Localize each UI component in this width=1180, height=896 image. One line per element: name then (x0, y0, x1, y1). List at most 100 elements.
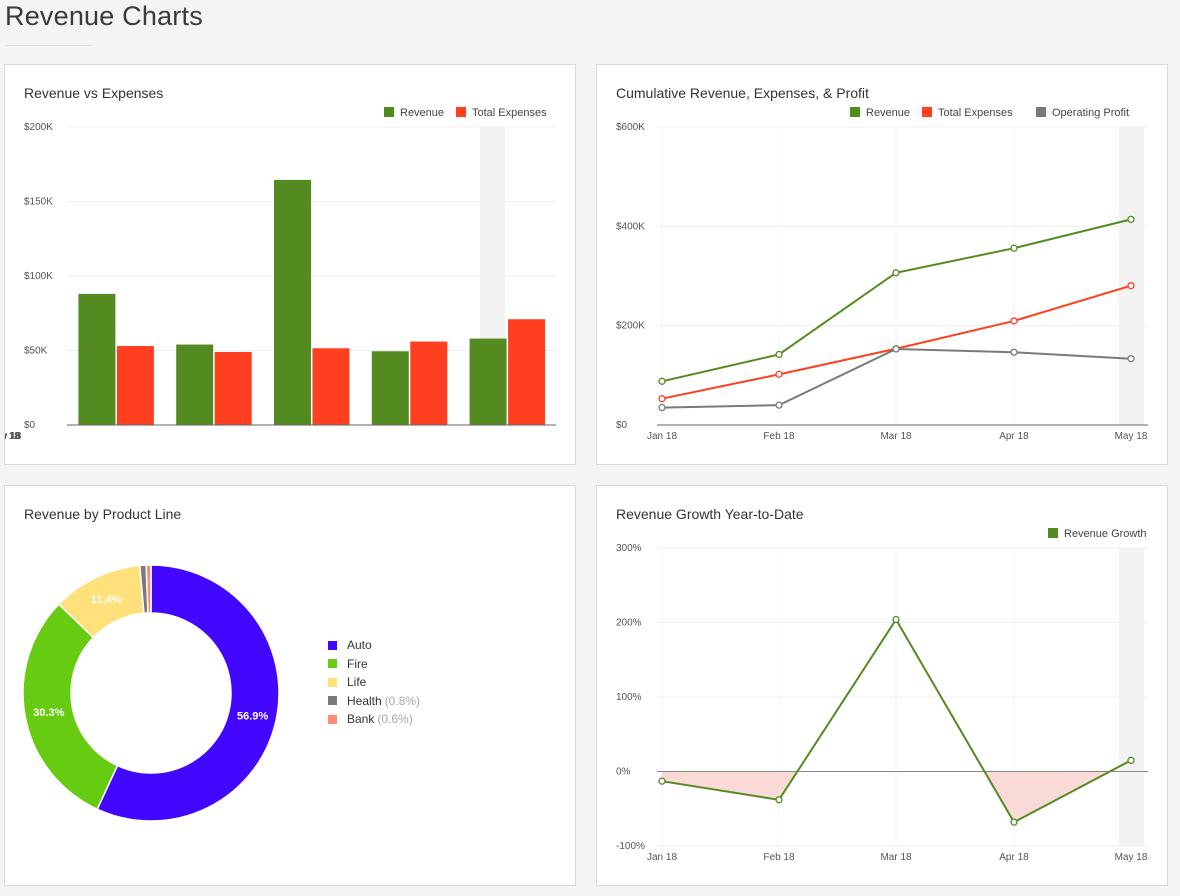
bar-total-expenses (410, 341, 448, 425)
data-point (1010, 818, 1018, 826)
y-tick-label: $0 (24, 420, 36, 431)
x-tick-label: May 18 (5, 431, 22, 442)
x-tick-label: Jan 18 (647, 852, 677, 863)
slice-label: 30.3% (33, 707, 64, 719)
legend-swatch (456, 107, 466, 117)
donut-slice-fire (22, 603, 119, 811)
bar-total-expenses (312, 348, 350, 425)
card-title: Revenue vs Expenses (24, 85, 164, 101)
x-tick-label: Apr 18 (5, 431, 20, 442)
legend-swatch (1048, 528, 1058, 538)
cumulative-card: Cumulative Revenue, Expenses, & Profit $… (596, 64, 1168, 465)
y-tick-label: $200K (616, 321, 645, 332)
slice-label: 56.9% (237, 710, 268, 722)
legend-label: Total Expenses (938, 107, 1013, 119)
legend-swatch (922, 107, 932, 117)
legend-swatch (1036, 107, 1046, 117)
y-tick-label: 0% (616, 767, 631, 778)
legend-swatch (328, 659, 337, 669)
x-tick-label: Mar 18 (880, 431, 912, 442)
card-title: Revenue by Product Line (24, 506, 182, 522)
legend-label: Auto (347, 638, 372, 653)
legend-swatch (328, 677, 337, 687)
y-tick-label: $50K (24, 346, 48, 357)
data-point (1127, 215, 1135, 224)
bar-revenue (176, 344, 214, 425)
data-point (775, 350, 783, 359)
data-point (658, 777, 666, 785)
bar-revenue (371, 351, 409, 425)
data-point (892, 615, 900, 624)
y-tick-label: $100K (24, 271, 53, 282)
x-tick-label: May 18 (1115, 431, 1148, 442)
donut-slice-auto (96, 564, 280, 822)
y-tick-label: $200K (24, 122, 53, 133)
x-tick-label: Mar 18 (880, 852, 912, 863)
title-divider (5, 45, 92, 46)
y-tick-label: 300% (616, 543, 642, 554)
data-point (775, 370, 783, 378)
legend-label: Total Expenses (472, 107, 547, 119)
x-tick-label: Feb 18 (763, 431, 795, 442)
legend-swatch (328, 640, 337, 650)
donut-legend: Auto Fire Life Health (0.8%) Bank (0.6%) (328, 636, 420, 729)
x-tick-label: Apr 18 (999, 852, 1029, 863)
legend-percent: (0.8%) (384, 693, 421, 708)
cumulative-chart: $0 $200K $400K $600K Jan 18 Feb 18 Mar 18 Apr 1… (616, 107, 1148, 442)
legend-item-bank: Bank (0.6%) (328, 710, 420, 729)
data-point (658, 395, 666, 403)
x-tick-label: May 18 (1115, 852, 1148, 863)
legend-item-fire: Fire (328, 655, 420, 674)
data-point (658, 403, 666, 412)
y-tick-label: $400K (616, 221, 645, 232)
current-period-band (1119, 127, 1144, 425)
x-tick-label: Jan 18 (647, 431, 677, 442)
legend-label: Revenue (400, 107, 444, 119)
legend-swatch (384, 107, 394, 117)
bar-revenue (469, 338, 507, 425)
legend-item-auto: Auto (328, 636, 420, 655)
y-tick-label: 100% (616, 692, 642, 703)
y-tick-label: 200% (616, 618, 642, 629)
data-point (775, 796, 783, 804)
card-title: Revenue Growth Year-to-Date (616, 506, 804, 522)
legend-label: Life (347, 675, 367, 690)
growth-card: Revenue Growth Year-to-Date -100% 0% 100% 2… (596, 485, 1168, 886)
y-tick-label: $0 (616, 420, 628, 431)
legend-label: Health (347, 693, 382, 708)
bar-total-expenses (508, 319, 546, 425)
legend-percent: (0.6%) (377, 712, 413, 727)
y-tick-label: $150K (24, 197, 53, 208)
legend-label: Fire (347, 656, 368, 671)
x-tick-label: Mar 18 (5, 431, 21, 442)
data-point (892, 269, 900, 277)
legend-swatch (328, 696, 337, 706)
data-point (658, 377, 666, 385)
legend-label: Revenue (866, 107, 910, 119)
data-point (1010, 317, 1018, 325)
bar-total-expenses (116, 346, 154, 425)
legend-item-health: Health (0.8%) (328, 692, 420, 711)
current-period-band (1119, 548, 1144, 846)
revenue-vs-expenses-card: Revenue vs Expenses $0 $50K $100K $150K $200… (4, 64, 576, 465)
page-title: Revenue Charts (5, 1, 203, 31)
legend-label: Bank (347, 712, 375, 727)
legend-label: Revenue Growth (1064, 528, 1147, 540)
legend-label: Operating Profit (1052, 107, 1129, 119)
data-point (1127, 355, 1135, 363)
data-point (1127, 756, 1135, 764)
data-point (775, 401, 783, 409)
donut-slice-bank (145, 564, 152, 614)
bar-revenue (78, 293, 116, 425)
negative-growth-area (662, 771, 798, 800)
legend-item-life: Life (328, 673, 420, 692)
data-point (1127, 282, 1135, 290)
product-line-card: Revenue by Product Line 56.9% 30.3% 11.4% … (4, 485, 576, 886)
bar-total-expenses (214, 351, 252, 425)
x-tick-label: Feb 18 (763, 852, 795, 863)
data-point (1010, 348, 1018, 356)
y-tick-label: -100% (616, 841, 645, 852)
x-tick-label: Feb 18 (5, 431, 21, 442)
x-tick-label: Apr 18 (999, 431, 1029, 442)
